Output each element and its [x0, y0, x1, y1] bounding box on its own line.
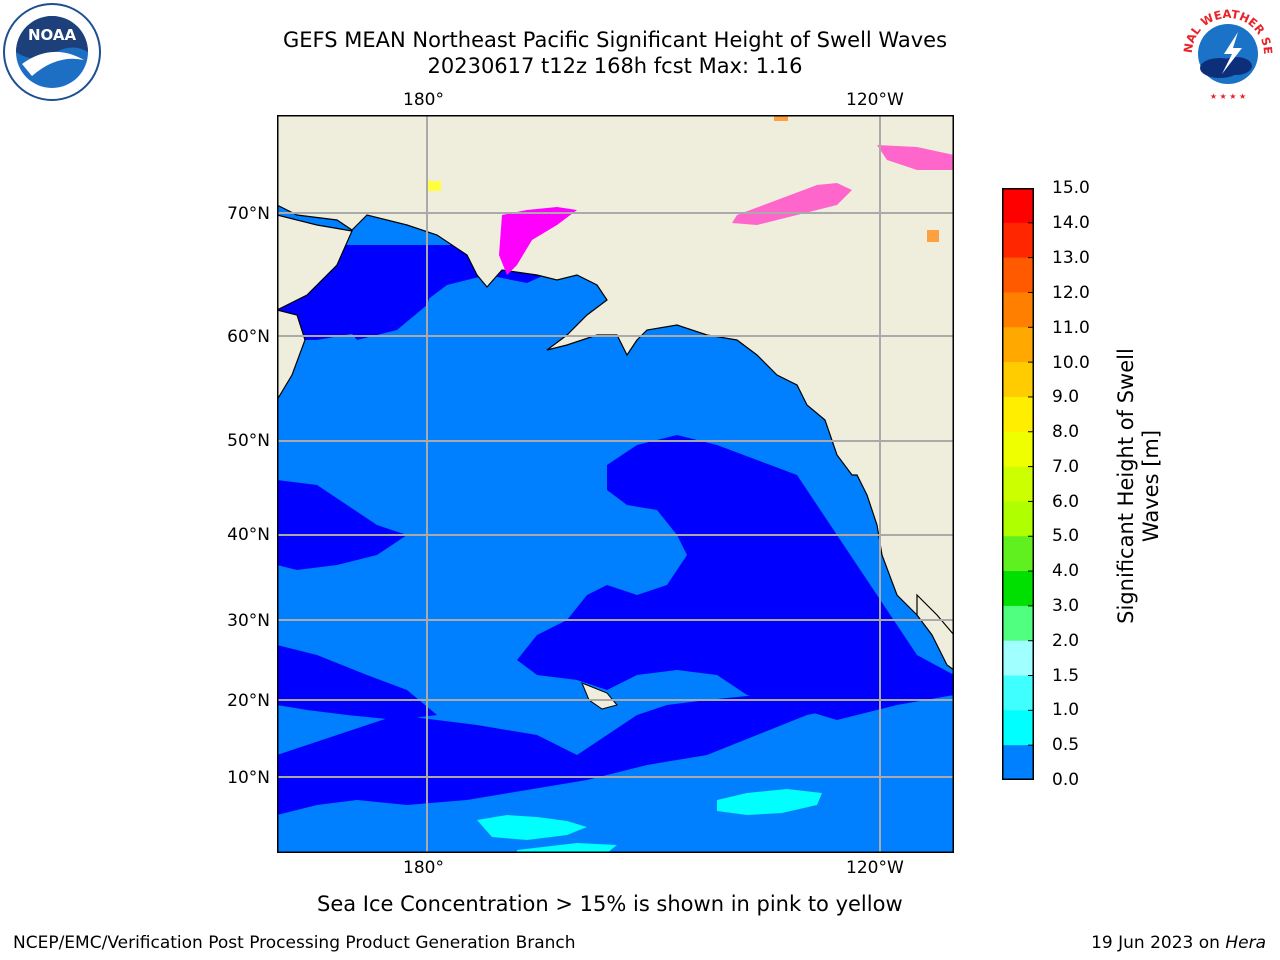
svg-text:★ ★ ★ ★: ★ ★ ★ ★: [1210, 92, 1246, 101]
footer-date: 19 Jun 2023 on Hera: [1091, 933, 1266, 953]
cb-tick-0: 0.0: [1052, 770, 1080, 790]
footer-date-text: 19 Jun 2023 on: [1091, 933, 1226, 953]
land-kamchatka: [277, 309, 306, 402]
cb-tick-5: 5.0: [1052, 526, 1080, 546]
sea-ice-yellow-1: [427, 181, 441, 191]
cb-tick-0-5: 0.5: [1052, 735, 1080, 755]
lat-label-60n: 60°N: [227, 327, 270, 347]
lon-label-bottom-120w: 120°W: [846, 858, 904, 878]
map-frame: [277, 115, 954, 853]
colorbar-swatch: [1002, 292, 1034, 328]
swell-blob-bering: [337, 245, 437, 340]
cb-tick-8: 8.0: [1052, 422, 1080, 442]
colorbar-swatch: [1002, 257, 1034, 293]
nws-logo: NATIONAL WEATHER SERVICE ★ ★ ★ ★: [1173, 0, 1278, 102]
colorbar-swatch: [1002, 640, 1034, 677]
title-line-2: 20230617 t12z 168h fcst Max: 1.16: [427, 54, 803, 78]
sea-ice-yellow-2: [774, 115, 788, 121]
colorbar-swatch: [1002, 362, 1034, 398]
map-panel: [277, 115, 954, 853]
colorbar-swatch: [1002, 536, 1034, 572]
cb-tick-10: 10.0: [1052, 353, 1090, 373]
colorbar-swatch: [1002, 675, 1034, 711]
lon-label-top-180: 180°: [403, 90, 444, 110]
cb-tick-13: 13.0: [1052, 248, 1090, 268]
colorbar-swatch: [1002, 710, 1034, 746]
cb-tick-14: 14.0: [1052, 213, 1090, 233]
footer-host: Hera: [1225, 933, 1266, 953]
colorbar-label-line-1: Significant Height of Swell: [1114, 348, 1138, 624]
swell-patch-cyan-3: [517, 843, 617, 853]
cb-tick-15: 15.0: [1052, 178, 1090, 198]
land-baja-mexico: [916, 593, 954, 671]
colorbar-swatch: [1002, 466, 1034, 502]
sea-ice-note: Sea Ice Concentration > 15% is shown in …: [317, 892, 903, 916]
swell-blob-east-pacific: [517, 435, 954, 720]
lat-label-10n: 10°N: [227, 768, 270, 788]
sea-ice-orange-3: [927, 230, 939, 242]
cb-tick-7: 7.0: [1052, 457, 1080, 477]
cb-tick-3: 3.0: [1052, 596, 1080, 616]
cb-tick-1-5: 1.5: [1052, 666, 1080, 686]
swell-patch-cyan-2: [717, 789, 822, 815]
colorbar-swatch: [1002, 501, 1034, 537]
swell-blob-west-pacific-1: [277, 480, 407, 570]
lon-label-top-120w: 120°W: [846, 90, 904, 110]
colorbar-swatch: [1002, 571, 1034, 607]
cb-tick-11: 11.0: [1052, 318, 1090, 338]
noaa-logo-text: NOAA: [28, 26, 77, 44]
lat-label-70n: 70°N: [227, 204, 270, 224]
colorbar-swatch: [1002, 327, 1034, 363]
colorbar: [1002, 188, 1034, 781]
colorbar-swatches: [1002, 188, 1034, 781]
lon-label-bottom-180: 180°: [403, 858, 444, 878]
noaa-logo: NOAA: [2, 2, 102, 102]
cb-tick-4: 4.0: [1052, 561, 1080, 581]
colorbar-swatch: [1002, 431, 1034, 468]
lat-label-50n: 50°N: [227, 431, 270, 451]
lat-label-40n: 40°N: [227, 525, 270, 545]
swell-map: [277, 115, 954, 853]
colorbar-swatch: [1002, 605, 1034, 642]
title-line-1: GEFS MEAN Northeast Pacific Significant …: [282, 28, 948, 52]
graticule: [277, 115, 954, 853]
cb-tick-6: 6.0: [1052, 492, 1080, 512]
swell-patch-cyan-1: [477, 815, 587, 840]
swell-band-tropical: [277, 695, 857, 815]
colorbar-label-line-2: Waves [m]: [1139, 429, 1163, 543]
cb-tick-12: 12.0: [1052, 283, 1090, 303]
colorbar-swatch: [1002, 745, 1034, 781]
lat-label-30n: 30°N: [227, 611, 270, 631]
chart-title: GEFS MEAN Northeast Pacific Significant …: [0, 27, 1230, 79]
cb-tick-9: 9.0: [1052, 387, 1080, 407]
colorbar-swatch: [1002, 396, 1034, 433]
sea-ice-canadian-arctic: [877, 145, 954, 170]
cb-tick-2: 2.0: [1052, 631, 1080, 651]
sea-ice-chukchi: [499, 207, 577, 275]
lat-label-20n: 20°N: [227, 691, 270, 711]
colorbar-swatch: [1002, 188, 1034, 224]
sea-ice-beaufort: [732, 183, 852, 225]
colorbar-swatch: [1002, 222, 1034, 259]
colorbar-frame: [1002, 188, 1034, 780]
colorbar-ticks: 15.0 14.0 13.0 12.0 11.0 10.0 9.0 8.0 7.…: [1052, 178, 1112, 790]
swell-blob-west-pacific-2: [277, 645, 437, 720]
cb-tick-1: 1.0: [1052, 700, 1080, 720]
colorbar-label: Significant Height of Swell Waves [m]: [1114, 326, 1166, 646]
footer-credit: NCEP/EMC/Verification Post Processing Pr…: [13, 933, 576, 953]
land-chukotka: [277, 214, 353, 311]
